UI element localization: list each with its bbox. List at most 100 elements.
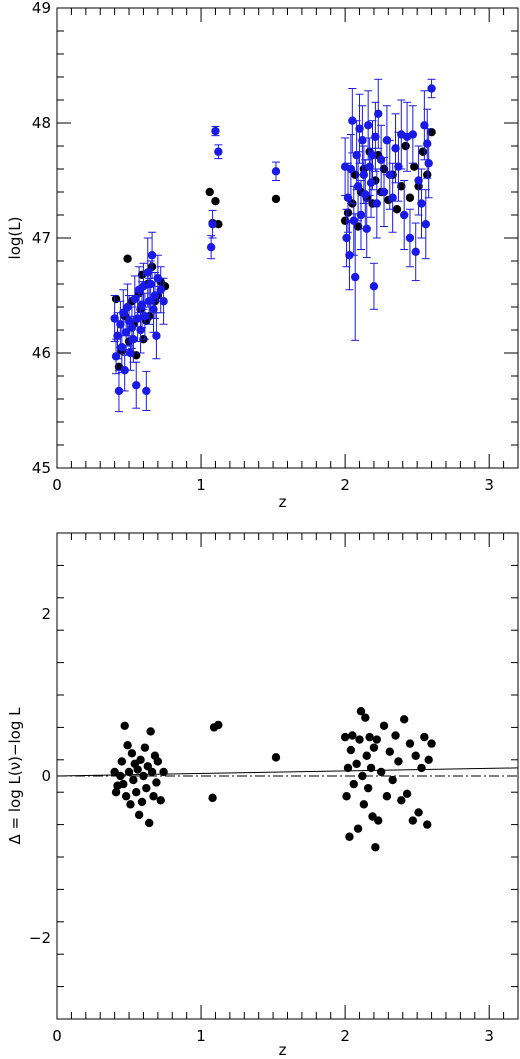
data-point — [133, 765, 142, 774]
series-0 — [110, 707, 436, 852]
data-point — [137, 797, 147, 807]
data-point — [399, 210, 409, 220]
data-point — [342, 233, 351, 243]
x-tick-label: 0 — [52, 1027, 62, 1045]
data-point — [214, 220, 223, 229]
data-point — [411, 247, 420, 256]
data-point — [111, 294, 121, 304]
data-point — [127, 323, 137, 332]
data-point — [346, 745, 356, 755]
data-point — [365, 162, 374, 171]
data-point — [156, 285, 165, 294]
bottom-panel-delta-vs-z: 0 1 2 3 −2 0 2 z Δ = log L(ν)−log L — [6, 532, 519, 1059]
data-point — [374, 109, 383, 119]
data-point — [405, 193, 415, 202]
data-point — [134, 810, 144, 820]
data-point — [417, 199, 426, 208]
y-tick-label: 49 — [32, 0, 51, 17]
data-point — [132, 788, 141, 797]
data-point — [352, 151, 361, 160]
data-point — [371, 843, 380, 852]
data-point — [427, 739, 436, 748]
data-point — [111, 788, 121, 797]
data-point — [136, 325, 145, 335]
data-point — [427, 84, 436, 93]
data-point — [214, 147, 223, 156]
data-point — [340, 216, 350, 225]
data-point — [397, 182, 406, 191]
data-point — [363, 783, 373, 793]
data-point — [143, 762, 152, 771]
data-point — [143, 268, 152, 277]
data-point — [156, 796, 165, 805]
data-point — [126, 800, 135, 809]
data-point — [391, 144, 400, 153]
data-point — [140, 312, 150, 321]
top-panel-log-l-vs-z: 0 1 2 3 45 46 47 48 49 z log(L) — [6, 0, 519, 511]
x-tick-label: 3 — [484, 476, 494, 494]
data-point — [365, 732, 374, 742]
data-point — [385, 170, 394, 179]
data-point — [349, 779, 358, 789]
data-point — [376, 767, 386, 777]
data-point — [126, 348, 135, 358]
data-point — [348, 731, 357, 740]
data-point — [427, 128, 436, 137]
x-tick-label: 1 — [196, 476, 206, 494]
data-point — [358, 136, 367, 145]
data-point — [345, 251, 354, 260]
data-point — [343, 763, 353, 773]
data-point — [123, 254, 132, 263]
x-tick-label: 2 — [340, 476, 350, 494]
fit-line — [56, 767, 519, 777]
data-point — [351, 170, 360, 179]
data-point — [362, 751, 371, 760]
data-point — [391, 731, 400, 740]
data-point — [208, 220, 217, 229]
data-point — [348, 116, 357, 125]
data-point — [116, 771, 125, 781]
data-point — [358, 771, 367, 781]
data-point — [423, 820, 432, 829]
data-point — [405, 739, 415, 748]
data-point — [402, 789, 412, 799]
data-point — [150, 291, 160, 300]
data-point — [129, 775, 138, 785]
data-point — [159, 767, 168, 777]
data-point — [124, 767, 134, 777]
data-point — [385, 747, 394, 756]
x-tick-label: 0 — [52, 476, 62, 494]
data-point — [153, 757, 163, 766]
plot-frame — [56, 7, 519, 469]
x-axis-title: z — [279, 493, 287, 511]
data-point — [418, 147, 428, 156]
data-point — [120, 721, 129, 730]
data-point — [147, 767, 157, 777]
data-point — [355, 735, 364, 744]
data-point — [361, 713, 370, 722]
data-point — [119, 779, 128, 789]
data-point — [271, 167, 281, 176]
data-point — [114, 386, 124, 396]
data-point — [351, 272, 360, 282]
data-point — [353, 222, 363, 231]
data-point — [410, 162, 419, 171]
data-point — [353, 824, 363, 833]
data-point — [424, 159, 433, 168]
y-axis-title: Δ = log L(ν)−log L — [6, 707, 24, 845]
x-tick-label: 1 — [196, 1027, 206, 1045]
data-point — [159, 297, 168, 306]
data-point — [120, 366, 129, 375]
data-point — [208, 793, 217, 803]
data-point — [136, 755, 145, 764]
data-point — [110, 314, 119, 323]
y-tick-label: 2 — [41, 605, 51, 623]
data-point — [149, 792, 158, 801]
data-point — [349, 216, 358, 225]
y-tick-label: 47 — [32, 229, 51, 247]
data-point — [369, 282, 379, 291]
data-point — [123, 302, 132, 312]
data-point — [153, 274, 163, 283]
data-point — [359, 800, 369, 809]
data-point — [423, 139, 432, 148]
